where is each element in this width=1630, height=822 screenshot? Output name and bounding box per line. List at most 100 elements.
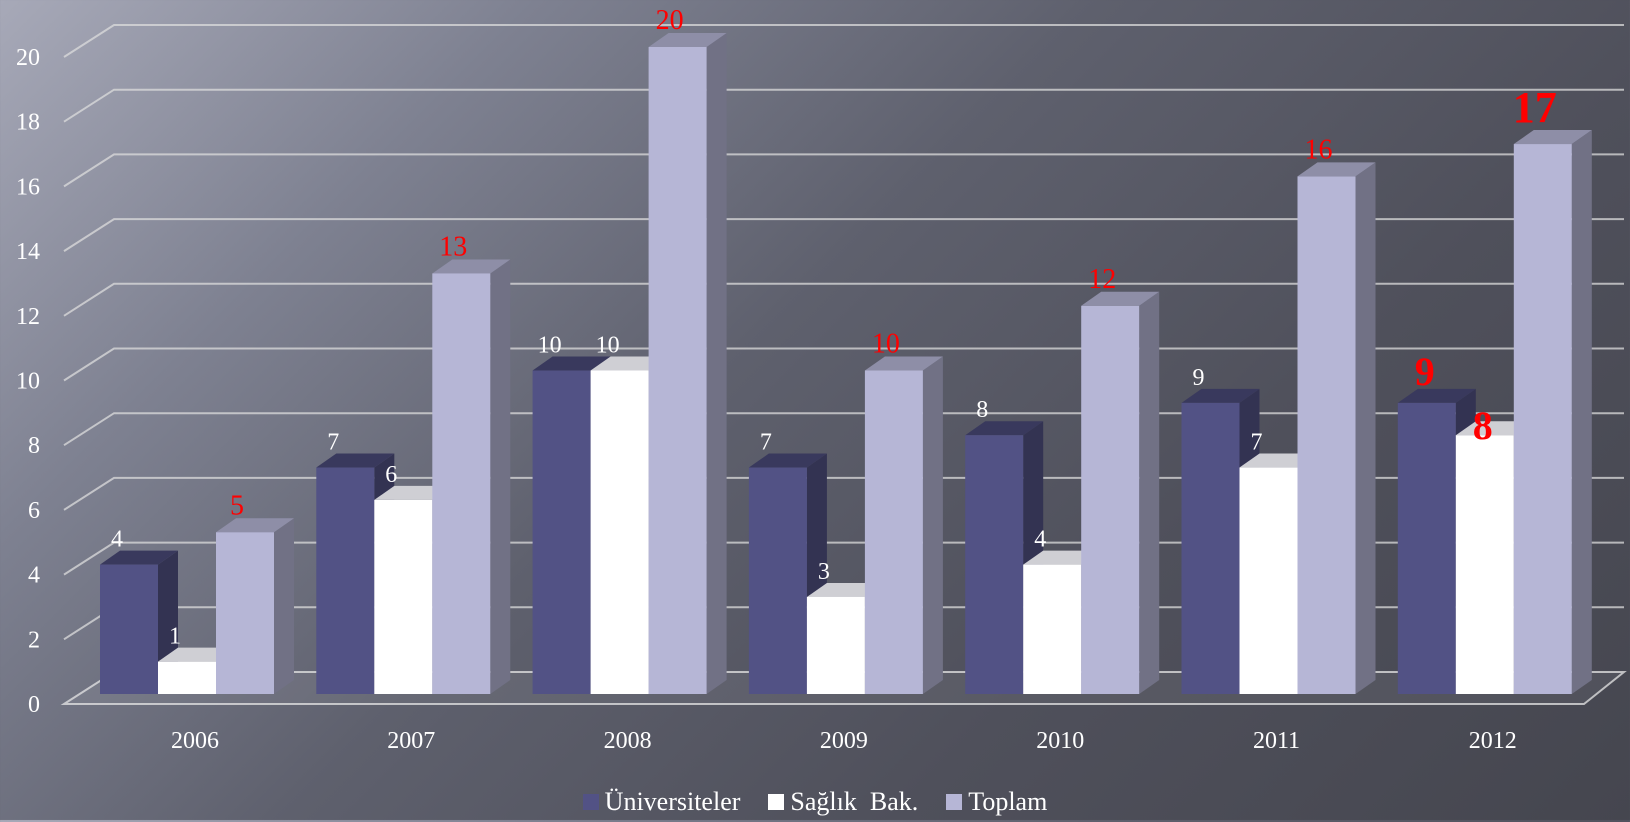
bar-front xyxy=(864,370,923,694)
gridline xyxy=(63,88,1624,123)
y-tick-label: 6 xyxy=(28,498,40,524)
bars xyxy=(100,33,1592,695)
y-tick-label: 14 xyxy=(16,239,40,265)
bar-front xyxy=(158,661,216,694)
bar-front xyxy=(806,596,865,694)
bar xyxy=(748,453,827,694)
x-axis: 2006 2007 2008 2009 2010 2011 2012 xyxy=(171,728,1517,754)
bar-front xyxy=(100,564,158,694)
bar-top xyxy=(532,356,611,371)
bar-front xyxy=(590,370,649,694)
bar-top xyxy=(965,421,1044,436)
y-tick-label: 2 xyxy=(28,627,40,653)
y-tick-label: 20 xyxy=(16,45,40,71)
bar-side xyxy=(1571,130,1592,695)
data-label: 10 xyxy=(872,329,900,360)
data-label: 12 xyxy=(1088,264,1116,295)
legend-label-saglik-bak: Sağlık Bak. xyxy=(790,787,919,816)
bar-front xyxy=(748,467,807,694)
y-tick-label: 16 xyxy=(16,174,40,200)
bar-top xyxy=(648,33,727,47)
y-tick-label: 18 xyxy=(16,110,40,136)
legend-item-toplam: Toplam xyxy=(946,787,1047,817)
x-tick-label: 2007 xyxy=(387,728,435,754)
legend-swatch-toplam xyxy=(946,794,963,810)
bar xyxy=(1297,162,1376,694)
y-axis: 0 2 4 6 8 10 12 14 16 18 20 xyxy=(16,45,40,718)
bar-front xyxy=(648,47,707,694)
bar xyxy=(1081,291,1160,694)
data-label: 4 xyxy=(111,527,123,553)
data-label: 10 xyxy=(538,333,562,359)
data-label: 1 xyxy=(169,624,181,650)
bar-top xyxy=(864,356,943,371)
bar-front xyxy=(965,435,1024,694)
bar-front xyxy=(1023,564,1082,694)
bar-front xyxy=(1513,144,1572,695)
bar-top xyxy=(1397,388,1476,403)
gridline xyxy=(63,347,1624,382)
legend-item-saglik-bak: Sağlık Bak. xyxy=(768,787,918,817)
x-tick-label: 2011 xyxy=(1253,728,1300,754)
bar-front xyxy=(532,370,591,694)
bar xyxy=(216,518,294,694)
data-label: 7 xyxy=(1251,430,1263,456)
bar-top xyxy=(1297,162,1376,177)
y-tick-label: 10 xyxy=(16,369,40,395)
y-tick-label: 4 xyxy=(28,563,40,589)
bar-front xyxy=(432,273,491,694)
legend: Üniversiteler Sağlık Bak. Toplam xyxy=(0,782,1630,822)
data-label: 9 xyxy=(1415,349,1435,394)
data-label: 10 xyxy=(596,333,620,359)
bar-front xyxy=(1397,402,1456,694)
gridline xyxy=(63,24,1624,58)
data-label: 8 xyxy=(976,397,988,423)
gridline xyxy=(63,153,1624,188)
y-tick-label: 8 xyxy=(28,433,40,459)
bar xyxy=(648,33,727,694)
gridline xyxy=(63,476,1624,511)
data-label: 20 xyxy=(656,5,684,36)
bar-top xyxy=(748,453,827,468)
bar-front xyxy=(1239,467,1298,694)
data-label: 13 xyxy=(439,231,467,262)
bar-front xyxy=(1455,435,1514,694)
bar-top xyxy=(316,453,395,468)
legend-item-universiteler: Üniversiteler xyxy=(582,787,740,817)
bar-side xyxy=(922,356,943,694)
legend-swatch-universiteler xyxy=(582,794,599,810)
data-label: 4 xyxy=(1034,527,1046,553)
data-label: 7 xyxy=(760,430,772,456)
bar-front xyxy=(374,499,433,694)
data-label: 9 xyxy=(1193,365,1205,391)
x-tick-label: 2009 xyxy=(820,728,868,754)
gridline xyxy=(63,412,1624,447)
bar-top xyxy=(432,259,511,274)
bar-top xyxy=(100,550,178,565)
bar-front xyxy=(1297,176,1356,694)
data-label: 6 xyxy=(385,462,397,488)
bar-side xyxy=(274,518,294,694)
bar-top xyxy=(1081,291,1160,306)
bar xyxy=(432,259,511,694)
bar-side xyxy=(1355,162,1376,694)
legend-swatch-saglik-bak xyxy=(768,794,785,810)
bar-front xyxy=(1181,402,1240,694)
data-label: 16 xyxy=(1305,134,1333,165)
y-tick-label: 0 xyxy=(28,692,40,718)
bar-side xyxy=(706,33,727,694)
bar-side xyxy=(490,259,511,694)
bar-side xyxy=(1139,291,1160,694)
gridline xyxy=(63,218,1624,252)
bar-top xyxy=(216,518,294,533)
x-tick-label: 2006 xyxy=(171,728,219,754)
bar-front xyxy=(216,532,274,694)
bar-front xyxy=(1081,305,1140,694)
data-label: 7 xyxy=(327,430,339,456)
data-label: 17 xyxy=(1513,83,1557,132)
bar-top xyxy=(1513,130,1592,145)
bar xyxy=(864,356,943,694)
data-label: 3 xyxy=(818,559,830,585)
